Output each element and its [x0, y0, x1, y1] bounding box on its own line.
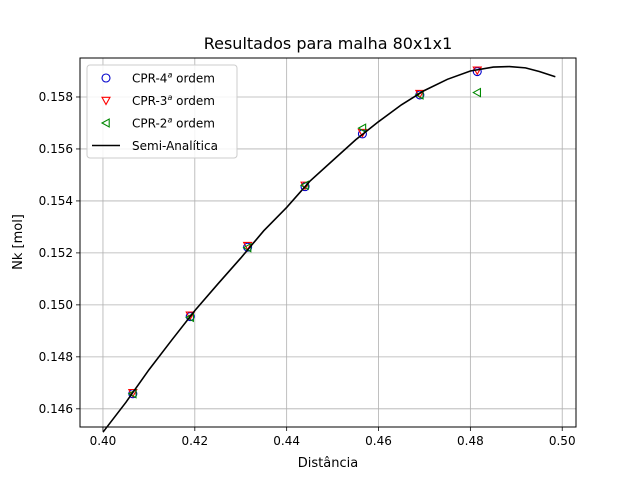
x-axis-label: Distância	[298, 456, 358, 471]
series-3	[102, 65, 556, 433]
y-tick-label: 0.158	[39, 90, 73, 104]
legend: CPR-4a ordem CPR-3a ordem CPR-2a ordem Semi…	[86, 64, 238, 159]
data-point	[127, 388, 137, 399]
x-tick-label: 0.44	[273, 434, 300, 448]
legend-swatch	[100, 118, 110, 128]
legend-box	[86, 64, 238, 159]
plot-frame	[79, 57, 577, 428]
legend-label: CPR-4a ordem	[132, 71, 215, 86]
y-tick-label: 0.154	[39, 194, 73, 208]
chart-title: Resultados para malha 80x1x1	[204, 34, 453, 53]
data-point	[185, 312, 194, 323]
x-tick-label: 0.50	[549, 434, 576, 448]
x-axis-ticks: 0.40 0.42 0.44 0.46 0.48 0.50	[90, 427, 576, 448]
x-tick-label: 0.46	[365, 434, 392, 448]
y-tick-label: 0.156	[39, 142, 73, 156]
legend-label: Semi-Analítica	[132, 139, 218, 153]
legend-swatch	[101, 96, 111, 106]
series-line-semi-analitica	[102, 65, 556, 433]
y-tick-label: 0.148	[39, 350, 73, 364]
data-point	[472, 87, 482, 98]
y-axis-label: Nk [mol]	[11, 214, 26, 270]
data-point	[357, 123, 367, 134]
x-tick-label: 0.48	[457, 434, 484, 448]
legend-swatch	[101, 73, 111, 83]
x-tick-label: 0.42	[181, 434, 208, 448]
y-axis-ticks: 0.146 0.148 0.150 0.152 0.154 0.156 0.158	[39, 90, 80, 416]
y-tick-label: 0.150	[39, 298, 73, 312]
x-tick-label: 0.40	[90, 434, 117, 448]
data-point	[300, 181, 310, 191]
plot-content	[102, 65, 556, 433]
grid	[80, 58, 576, 427]
legend-label: CPR-2a ordem	[132, 116, 215, 131]
y-tick-label: 0.152	[39, 246, 73, 260]
legend-label: CPR-3a ordem	[132, 93, 215, 108]
y-tick-label: 0.146	[39, 402, 73, 416]
